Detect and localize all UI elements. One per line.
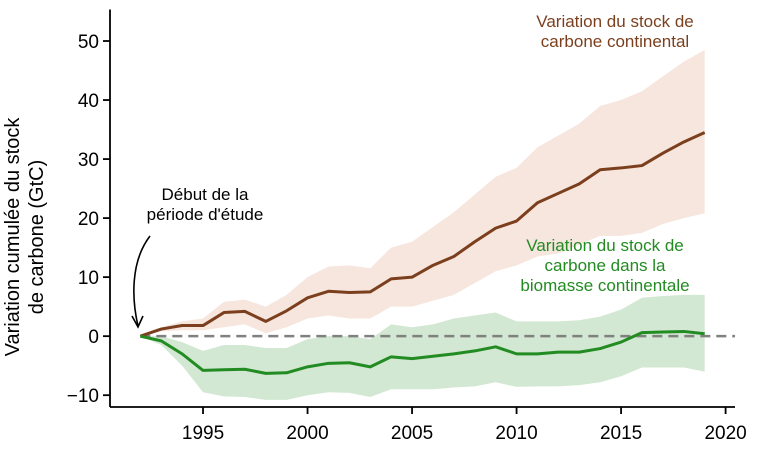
label-line: période d'étude — [146, 205, 264, 224]
x-tick-label: 2020 — [704, 423, 746, 444]
series-line-1 — [139, 329, 705, 375]
start-annotation-arrowhead — [131, 315, 144, 329]
y-tick-label: 10 — [78, 268, 99, 289]
x-tick-label: 2010 — [495, 423, 537, 444]
y-tick-label: 50 — [78, 32, 99, 53]
x-tick-label: 2005 — [391, 423, 433, 444]
y-tick-label: 0 — [88, 327, 99, 348]
x-tick-label: 2015 — [600, 423, 642, 444]
label-line: carbone dans la — [544, 256, 666, 275]
label-line: Début de la — [161, 185, 249, 204]
x-tick-label: 1995 — [182, 423, 224, 444]
start-annotation-arrow — [133, 235, 151, 327]
uncertainty-band-0 — [140, 49, 705, 337]
label-line: carbone continental — [540, 32, 690, 51]
series-line-0 — [139, 131, 706, 338]
y-tick-label: 20 — [78, 209, 99, 230]
label-line: biomasse continentale — [520, 276, 690, 295]
y-tick-label: −10 — [67, 386, 99, 407]
label-line: Variation du stock de — [526, 236, 684, 255]
label-biomass: Variation du stock de carbone dans la bi… — [500, 236, 710, 296]
label-study-start: Début de la période d'étude — [125, 185, 285, 225]
label-line: Variation du stock de — [536, 12, 694, 31]
y-tick-label: 30 — [78, 150, 99, 171]
y-axis-label: Variation cumulée du stock de carbone (G… — [2, 117, 48, 357]
label-continental: Variation du stock de carbone continenta… — [500, 12, 730, 52]
x-tick-label: 2000 — [286, 423, 328, 444]
y-tick-label: 40 — [78, 91, 99, 112]
